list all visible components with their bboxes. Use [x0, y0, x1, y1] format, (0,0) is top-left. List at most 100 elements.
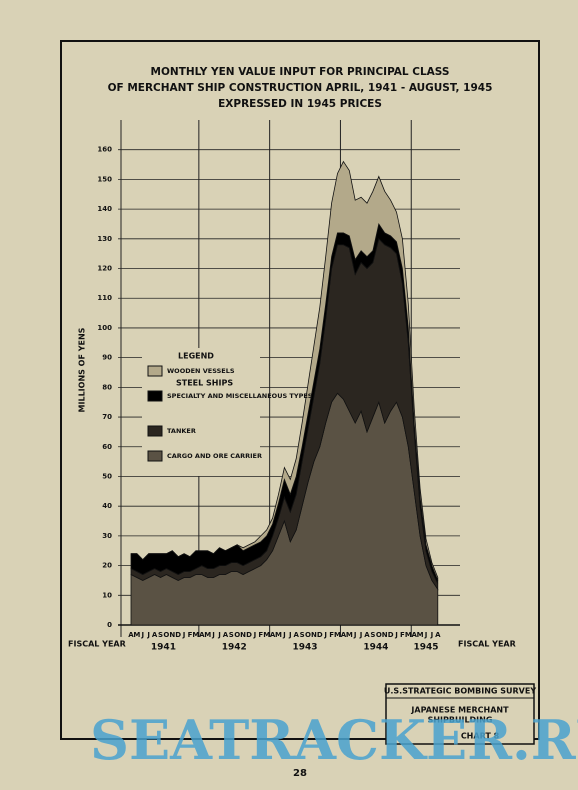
y-tick-label: 30 — [102, 532, 112, 540]
x-tick-label: N — [311, 631, 317, 639]
y-tick-label: 130 — [97, 235, 112, 243]
y-tick-label: 50 — [102, 472, 112, 480]
x-tick-label: O — [163, 631, 169, 639]
y-axis-label: MILLIONS OF YENS — [78, 327, 87, 412]
x-tick-label: J — [211, 631, 215, 639]
x-tick-label: J — [430, 631, 434, 639]
title-line: OF MERCHANT SHIP CONSTRUCTION APRIL, 194… — [108, 82, 493, 94]
source-text: SHIPBUILDING — [428, 716, 493, 725]
x-tick-label: M — [192, 631, 199, 639]
x-tick-label: J — [424, 631, 428, 639]
x-tick-label: S — [158, 631, 163, 639]
x-tick-label: A — [223, 631, 229, 639]
x-tick-label: A — [199, 631, 205, 639]
x-tick-label: A — [270, 631, 276, 639]
page-number: 28 — [293, 768, 307, 779]
legend-label: WOODEN VESSELS — [167, 367, 235, 375]
area — [131, 160, 439, 581]
x-tick-label: D — [175, 631, 181, 639]
x-tick-label: S — [300, 631, 305, 639]
x-tick-label: M — [334, 631, 341, 639]
x-tick-label: J — [217, 631, 221, 639]
title-line: EXPRESSED IN 1945 PRICES — [218, 98, 382, 110]
y-tick-label: 80 — [102, 383, 112, 391]
x-tick-label: J — [353, 631, 357, 639]
y-tick-label: 20 — [102, 562, 112, 570]
x-tick-label: J — [288, 631, 292, 639]
source-box — [385, 683, 535, 745]
legend-group: STEEL SHIPS — [176, 379, 233, 388]
x-tick-label: M — [133, 631, 140, 639]
x-tick-label: M — [204, 631, 211, 639]
x-tick-label: N — [169, 631, 175, 639]
fiscal-year-label: 1942 — [222, 643, 247, 653]
legend-title: LEGEND — [178, 352, 214, 361]
x-tick-label: J — [323, 631, 327, 639]
legend-swatch — [147, 450, 163, 462]
title-line: MONTHLY YEN VALUE INPUT FOR PRINCIPAL CL… — [151, 66, 450, 78]
watermark: SEATRACKER.RU — [90, 708, 578, 772]
x-tick-label: F — [258, 631, 263, 639]
x-tick-label: A — [128, 631, 134, 639]
x-tick-label: M — [417, 631, 424, 639]
x-tick-label: D — [388, 631, 394, 639]
y-tick-label: 110 — [97, 294, 112, 302]
x-axis-label: FISCAL YEAR — [458, 640, 516, 649]
x-tick-label: A — [293, 631, 299, 639]
y-tick-label: 0 — [107, 621, 112, 629]
x-tick-label: F — [188, 631, 193, 639]
fiscal-year-label: 1944 — [363, 643, 388, 653]
x-tick-label: M — [405, 631, 412, 639]
legend-label: TANKER — [167, 427, 196, 435]
x-tick-label: O — [305, 631, 311, 639]
y-tick-label: 70 — [102, 413, 112, 421]
source-text: U.S.STRATEGIC BOMBING SURVEY — [384, 687, 536, 696]
x-tick-label: A — [341, 631, 347, 639]
fiscal-year-label: 1941 — [151, 643, 176, 653]
y-tick-label: 60 — [102, 443, 112, 451]
x-tick-label: S — [370, 631, 375, 639]
legend-swatch — [147, 425, 163, 437]
x-tick-label: A — [411, 631, 417, 639]
x-tick-label: A — [364, 631, 370, 639]
source-text: JAPANESE MERCHANT — [410, 706, 509, 715]
y-tick-label: 90 — [102, 354, 112, 362]
x-tick-label: S — [229, 631, 234, 639]
x-axis-label: FISCAL YEAR — [68, 640, 126, 649]
x-tick-label: D — [317, 631, 323, 639]
x-tick-label: O — [376, 631, 382, 639]
frame — [60, 40, 540, 740]
x-tick-label: J — [359, 631, 363, 639]
x-tick-label: M — [346, 631, 353, 639]
legend-swatch — [147, 390, 163, 402]
x-tick-label: J — [394, 631, 398, 639]
x-tick-label: J — [253, 631, 257, 639]
legend-label: SPECIALTY AND MISCELLANEOUS TYPES — [167, 392, 313, 400]
x-tick-label: J — [146, 631, 150, 639]
x-tick-label: F — [400, 631, 405, 639]
source-text: CHART 8 — [461, 732, 500, 741]
y-tick-label: 40 — [102, 502, 112, 510]
legend-swatch — [147, 365, 163, 377]
y-tick-label: 150 — [97, 175, 112, 183]
legend-label: CARGO AND ORE CARRIER — [167, 452, 262, 460]
x-tick-label: J — [140, 631, 144, 639]
x-tick-label: F — [329, 631, 334, 639]
x-tick-label: O — [234, 631, 240, 639]
y-tick-label: 160 — [97, 146, 112, 154]
y-tick-label: 10 — [102, 591, 112, 599]
fiscal-year-label: 1945 — [413, 643, 438, 653]
x-tick-label: A — [152, 631, 158, 639]
x-tick-label: M — [263, 631, 270, 639]
y-tick-label: 120 — [97, 265, 112, 273]
fiscal-year-label: 1943 — [293, 643, 318, 653]
x-tick-label: N — [240, 631, 246, 639]
x-tick-label: A — [435, 631, 441, 639]
x-tick-label: N — [382, 631, 388, 639]
y-tick-label: 140 — [97, 205, 112, 213]
x-tick-label: J — [282, 631, 286, 639]
x-tick-label: D — [246, 631, 252, 639]
x-tick-label: M — [275, 631, 282, 639]
y-tick-label: 100 — [97, 324, 112, 332]
